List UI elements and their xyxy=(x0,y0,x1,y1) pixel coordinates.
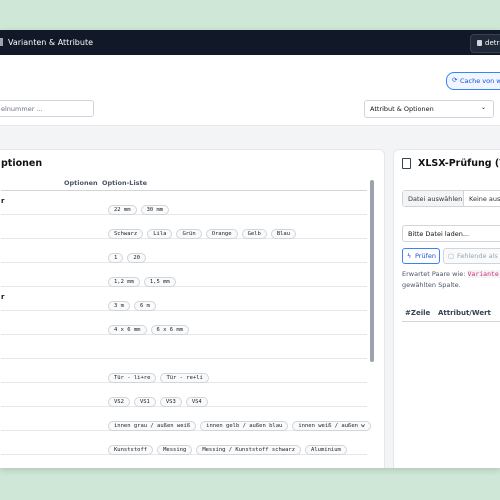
hint-text: Erwartet Paare wie: xyxy=(402,270,466,278)
column-header: Attribut/Wert xyxy=(438,309,491,317)
option-list: Tür - li+re Tür - re+li xyxy=(108,364,213,383)
file-button: Datei auswählen xyxy=(408,195,463,203)
select-label: Attribut & Optionen xyxy=(370,105,434,113)
option-chip: VS2 xyxy=(108,397,130,407)
icon: ⟳ xyxy=(452,76,458,84)
hint: Erwartet Paare wie: Variante Br xyxy=(402,270,500,278)
option-chip: innen gelb / außen blau xyxy=(200,421,289,431)
result-table-header: #Zeile Attribut/Wert xyxy=(402,305,500,322)
button-label: Prüfen xyxy=(415,252,437,260)
table-row xyxy=(1,334,367,359)
option-chip: Schwarz xyxy=(108,229,144,239)
option-chip: 1,2 mm xyxy=(108,277,140,287)
missing-button[interactable]: ▢ Fehlende als C xyxy=(443,248,500,264)
table-row: Schwarz Lila Grün Orange Gelb Blau xyxy=(1,214,367,239)
option-list: 30 cm31 cm32 cm33 cm200 cm xyxy=(108,460,274,468)
toolbar: ⟳ Cache von wi elnummer ... Attribut & O… xyxy=(0,55,500,126)
table-row: Tür - li+re Tür - re+li xyxy=(1,358,367,383)
option-chip: 3 m xyxy=(108,301,130,311)
option-list: innen grau / außen weiß innen gelb / auße… xyxy=(108,412,375,431)
button-label: Fehlende als C xyxy=(457,252,500,260)
option-list: 22 mm 30 mm xyxy=(108,196,173,215)
column-header: Optionen xyxy=(64,179,98,187)
button-label: Cache von wi xyxy=(460,77,500,85)
option-list: 4 x 6 mm 6 x 6 mm xyxy=(108,316,193,335)
top-bar: Varianten & Attribute detra xyxy=(0,30,500,55)
hint-text: gewählten Spalte. xyxy=(402,281,461,289)
check-button[interactable]: ϟ Prüfen xyxy=(402,248,440,264)
option-list: Schwarz Lila Grün Orange Gelb Blau xyxy=(108,220,300,239)
cache-button[interactable]: ⟳ Cache von wi xyxy=(446,72,500,90)
option-chip: Lila xyxy=(147,229,173,239)
table-row: 1 20 xyxy=(1,238,367,263)
table-row: 4 x 6 mm 6 x 6 mm xyxy=(1,310,367,335)
table-row: 1,2 mm 1,5 mm xyxy=(1,262,367,287)
column-header: #Zeile xyxy=(405,309,431,317)
table-row: r 22 mm 30 mm xyxy=(1,190,367,215)
option-chip: innen grau / außen weiß xyxy=(108,421,197,431)
option-chip: 1 xyxy=(108,253,124,263)
option-chip: Blau xyxy=(270,229,297,239)
column-header: Option-Liste xyxy=(102,179,148,187)
option-chip: Tür - li+re xyxy=(108,373,157,383)
option-chip: 6 x 6 mm xyxy=(150,325,189,335)
options-card: ptionen Optionen Option-Liste r 22 mm 30 m… xyxy=(0,149,385,468)
user-name: detra xyxy=(485,39,500,47)
option-chip: Gelb xyxy=(241,229,267,239)
placeholder: elnummer ... xyxy=(1,105,43,113)
option-chip: VS4 xyxy=(185,397,208,407)
icon xyxy=(0,38,3,46)
option-list: VS2 VS1 VS3 VS4 xyxy=(108,388,212,407)
option-chip: 4 x 6 mm xyxy=(108,325,147,335)
attribute-name: r xyxy=(1,293,5,301)
user-button[interactable]: detra xyxy=(470,34,500,53)
card-title: XLSX-Prüfung (V xyxy=(418,158,500,169)
option-chip: Orange xyxy=(205,229,238,239)
option-chip: Messing xyxy=(157,445,193,455)
option-chip: 1,5 mm xyxy=(143,277,176,287)
option-chip: Kunststoff xyxy=(108,445,154,455)
select[interactable]: Attribut & Optionen ⌄ xyxy=(364,100,494,118)
app-title: Varianten & Attribute xyxy=(8,38,94,47)
option-list: Kunststoff Messing Messing / Kunststoff sc… xyxy=(108,436,351,455)
option-chip: VS3 xyxy=(159,397,182,407)
app-window: Varianten & Attribute detra ⟳ Cache von … xyxy=(0,30,500,468)
option-chip: 20 xyxy=(127,253,146,263)
option-chip: 30 mm xyxy=(140,205,170,215)
option-list: 1,2 mm 1,5 mm xyxy=(108,268,180,287)
scrollbar[interactable] xyxy=(370,180,374,362)
file-button-bg xyxy=(403,191,464,206)
options-table: Optionen Option-Liste r 22 mm 30 mm Schwarz… xyxy=(1,176,371,468)
search-input[interactable]: elnummer ... xyxy=(0,100,94,117)
option-chip: Aluminium xyxy=(305,445,347,455)
option-chip: Tür - re+li xyxy=(160,373,209,383)
icon xyxy=(402,158,411,169)
icon xyxy=(477,40,482,46)
table-row: innen grau / außen weiß innen gelb / auße… xyxy=(1,406,371,431)
option-chip: VS1 xyxy=(133,397,156,407)
table-row: Kunststoff Messing Messing / Kunststoff sc… xyxy=(1,430,367,455)
option-chip: Grün xyxy=(176,229,202,239)
hint-code: Variante Br xyxy=(467,270,500,278)
file-status: Keine ausg xyxy=(469,195,500,203)
attribute-name: r xyxy=(1,197,5,205)
option-chip: 6 m xyxy=(133,301,156,311)
table-row: VS2 VS1 VS3 VS4 xyxy=(1,382,367,407)
chevron: ⌄ xyxy=(481,104,487,111)
table-row: 30 cm31 cm32 cm33 cm200 cm xyxy=(1,454,367,468)
file-input[interactable]: Datei auswählen Keine ausg xyxy=(402,190,500,207)
placeholder: Bitte Datei laden... xyxy=(408,230,470,238)
option-chip: 22 mm xyxy=(108,205,137,215)
table-header: Optionen Option-Liste xyxy=(1,176,367,191)
card-title: ptionen xyxy=(1,158,43,169)
xlsx-card: XLSX-Prüfung (V Datei auswählen Keine au… xyxy=(393,149,500,468)
option-list: 1 20 xyxy=(108,244,150,263)
option-chip: innen weiß / außen w xyxy=(292,421,371,431)
sheet-select[interactable]: Bitte Datei laden... xyxy=(402,225,500,242)
option-chip: Messing / Kunststoff schwarz xyxy=(196,445,302,455)
